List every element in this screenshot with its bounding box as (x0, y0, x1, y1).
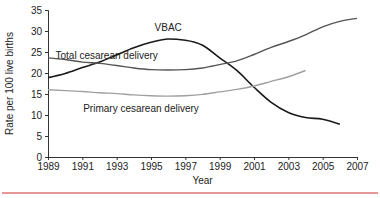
series-label: Total cesarean delivery (56, 50, 158, 61)
y-tick-label: 5 (36, 131, 42, 142)
x-tick-label: 2001 (243, 161, 266, 172)
y-tick: 10 (31, 110, 48, 121)
y-axis-line (45, 11, 49, 158)
x-tick-mark (323, 157, 324, 160)
x-tick: 2003 (278, 157, 301, 172)
y-tick: 35 (31, 5, 48, 16)
y-tick-mark (45, 31, 48, 32)
y-axis-title: Rate per 100 live births (4, 32, 15, 135)
x-tick-mark (82, 157, 83, 160)
x-tick-label: 2003 (278, 161, 301, 172)
x-tick-label: 1999 (209, 161, 232, 172)
y-tick-mark (45, 157, 48, 158)
lines (48, 18, 357, 124)
chart: 1989199119931995199719992001200320052007… (0, 0, 380, 198)
series-line (48, 70, 306, 96)
y-tick-mark (45, 94, 48, 95)
x-axis-title: Year (192, 175, 213, 186)
y-tick: 30 (31, 26, 48, 37)
x-tick: 1997 (175, 157, 198, 172)
x-tick-label: 1997 (175, 161, 198, 172)
y-tick-label: 10 (31, 110, 43, 121)
x-tick: 2001 (243, 157, 266, 172)
y-tick-label: 0 (36, 152, 42, 163)
y-tick-label: 20 (31, 68, 43, 79)
y-tick-mark (45, 52, 48, 53)
footer-rule (2, 193, 378, 194)
series-label: VBAC (155, 22, 182, 33)
x-tick-mark (117, 157, 118, 160)
series-label: Primary cesarean delivery (83, 103, 199, 114)
x-tick-label: 1989 (37, 161, 60, 172)
y-tick-label: 35 (31, 5, 43, 16)
y-tick-label: 30 (31, 26, 43, 37)
x-tick-label: 1991 (72, 161, 95, 172)
x-tick-mark (220, 157, 221, 160)
y-tick: 25 (31, 47, 48, 58)
series-line (48, 18, 357, 70)
y-tick-label: 15 (31, 89, 43, 100)
y-axis: 0 5 10 15 20 25 30 35 (31, 5, 49, 163)
plot-area: 1989199119931995199719992001200320052007… (31, 5, 369, 172)
y-tick-mark (45, 136, 48, 137)
x-tick: 1991 (72, 157, 95, 172)
y-tick: 5 (36, 131, 48, 142)
y-tick-mark (45, 10, 48, 11)
y-tick-label: 25 (31, 47, 43, 58)
x-tick: 1995 (140, 157, 163, 172)
x-tick-mark (357, 157, 358, 160)
x-tick: 1999 (209, 157, 232, 172)
x-axis-line (49, 158, 358, 161)
y-tick: 0 (36, 152, 48, 163)
x-tick-label: 1993 (106, 161, 129, 172)
series-line (48, 39, 340, 124)
x-tick-mark (151, 157, 152, 160)
x-tick: 2005 (312, 157, 335, 172)
y-tick-mark (45, 115, 48, 116)
x-tick: 2007 (346, 157, 369, 172)
x-tick-mark (288, 157, 289, 160)
y-tick: 20 (31, 68, 48, 79)
x-axis: 1989 1991 1993 1995 1997 1999 2001 2003 2005 2007 (37, 157, 369, 172)
y-tick-mark (45, 73, 48, 74)
x-tick: 1993 (106, 157, 129, 172)
x-tick-label: 1995 (140, 161, 163, 172)
x-tick-mark (254, 157, 255, 160)
y-tick: 15 (31, 89, 48, 100)
x-tick-mark (185, 157, 186, 160)
x-tick-label: 2007 (346, 161, 369, 172)
x-tick-label: 2005 (312, 161, 335, 172)
